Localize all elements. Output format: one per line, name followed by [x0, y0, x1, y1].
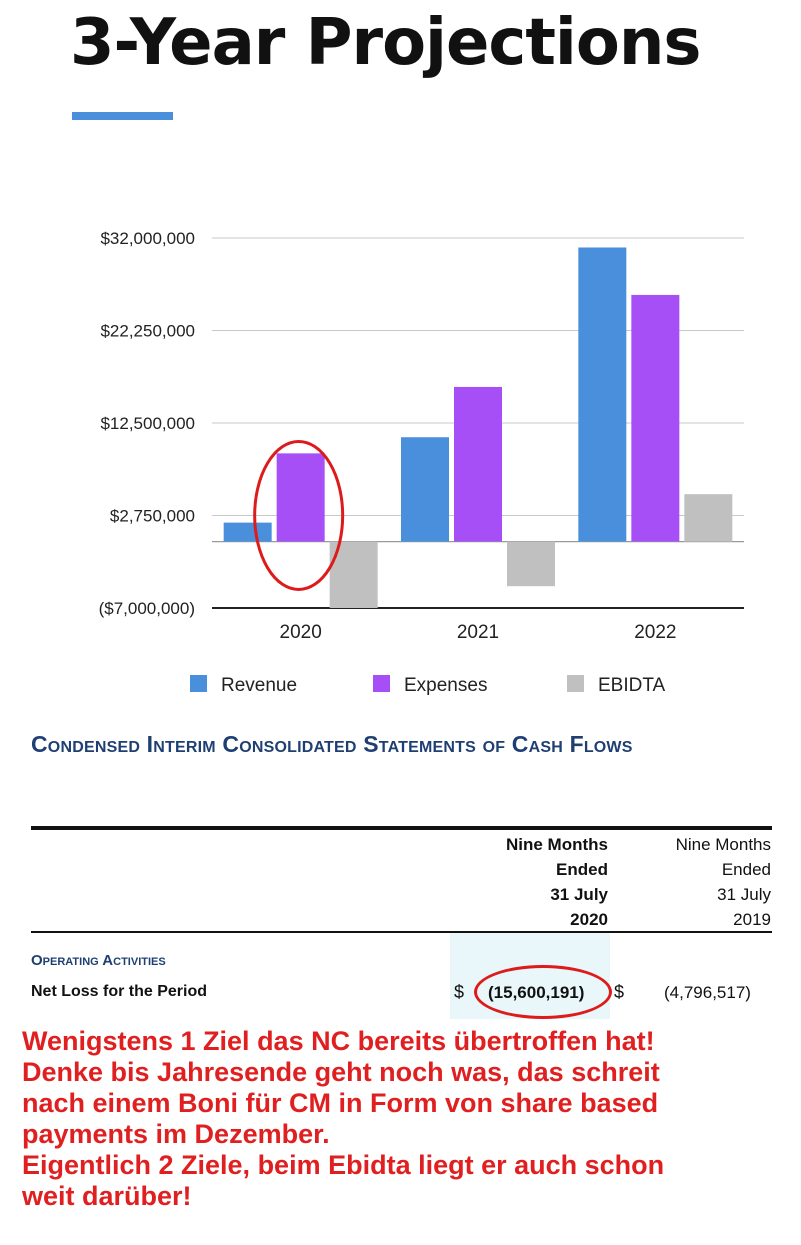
note-line: Denke bis Jahresende geht noch was, das …	[22, 1057, 660, 1087]
annotation-note: Wenigstens 1 Ziel das NC bereits übertro…	[22, 1026, 792, 1212]
bar-ebidta-2022	[684, 494, 733, 542]
note-line: nach einem Boni für CM in Form von share…	[22, 1088, 659, 1118]
net-loss-2019: (4,796,517)	[664, 983, 751, 1002]
table-header-rule	[31, 931, 772, 933]
statement-heading: Condensed Interim Consolidated Statement…	[31, 731, 633, 757]
column-header-line: 2019	[733, 910, 771, 929]
column-header-line: Nine Months	[506, 835, 608, 854]
currency-symbol: $	[614, 982, 625, 1002]
x-tick-label: 2020	[280, 622, 322, 643]
page-title: 3-Year Projections	[70, 6, 701, 80]
legend-swatch-revenue	[190, 675, 207, 692]
y-tick-label: ($7,000,000)	[99, 599, 195, 618]
bar-expenses-2020	[276, 453, 325, 542]
note-line: Wenigstens 1 Ziel das NC bereits übertro…	[22, 1026, 655, 1056]
section-label: Operating Activities	[31, 952, 166, 969]
annotation-circle	[474, 965, 612, 1019]
table-top-rule	[31, 826, 772, 830]
legend-swatch-ebidta	[567, 675, 584, 692]
legend-label-revenue: Revenue	[221, 675, 297, 696]
note-line: Eigentlich 2 Ziele, beim Ebidta liegt er…	[22, 1150, 665, 1180]
legend-label-expenses: Expenses	[404, 675, 487, 696]
y-tick-label: $12,500,000	[100, 414, 195, 433]
annotation-circle	[253, 439, 345, 591]
bar-revenue-2022	[578, 247, 627, 542]
x-tick-label: 2021	[457, 622, 499, 643]
column-header-line: 2020	[570, 910, 608, 929]
legend-swatch-expenses	[373, 675, 390, 692]
title-accent-bar	[72, 112, 173, 120]
y-tick-label: $32,000,000	[100, 229, 195, 248]
legend-label-ebidta: EBIDTA	[598, 675, 666, 696]
column-header-2019: Nine Months Ended 31 July 2019	[676, 832, 771, 932]
note-line: payments im Dezember.	[22, 1119, 330, 1149]
y-tick-label: $22,250,000	[100, 322, 195, 341]
bar-revenue-2020	[223, 522, 272, 542]
column-header-line: 31 July	[717, 885, 771, 904]
column-header-line: 31 July	[550, 885, 608, 904]
column-header-line: Ended	[556, 860, 608, 879]
bar-revenue-2021	[401, 437, 449, 542]
y-tick-label: $2,750,000	[110, 507, 195, 526]
bar-ebidta-2021	[507, 541, 555, 587]
column-header-line: Ended	[721, 860, 771, 879]
x-tick-label: 2022	[634, 622, 676, 643]
bar-expenses-2021	[454, 386, 502, 542]
row-label: Net Loss for the Period	[31, 983, 208, 1000]
note-line: weit darüber!	[22, 1181, 192, 1211]
projections-bar-chart: ($7,000,000) $2,750,000 $12,500,000 $22,250…	[99, 229, 744, 696]
column-header-2020: Nine Months Ended 31 July 2020	[506, 832, 608, 932]
bar-expenses-2022	[631, 294, 680, 542]
currency-symbol: $	[454, 982, 465, 1002]
column-header-line: Nine Months	[675, 835, 771, 854]
